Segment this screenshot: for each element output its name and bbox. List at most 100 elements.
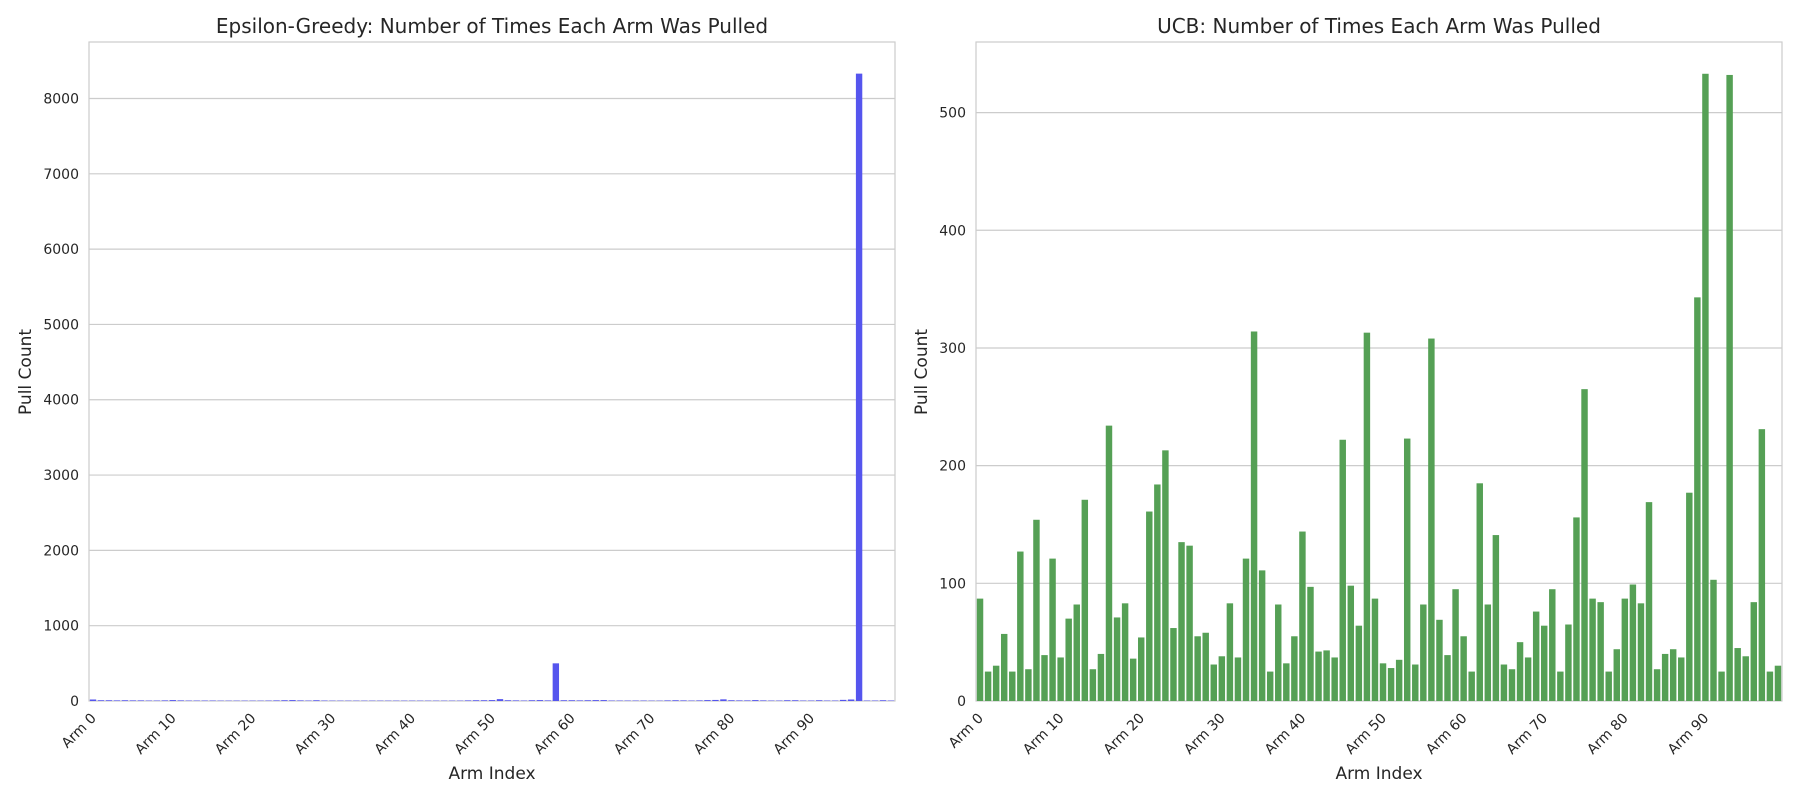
right-bar bbox=[1444, 655, 1451, 701]
left-bar bbox=[680, 700, 687, 701]
right-bar bbox=[1484, 604, 1492, 701]
left-y-tick-label: 8000 bbox=[43, 91, 79, 107]
right-bar bbox=[1113, 617, 1121, 701]
right-bar bbox=[1420, 604, 1427, 701]
left-y-tick-label: 1000 bbox=[43, 619, 79, 635]
left-bar bbox=[273, 700, 280, 701]
right-bar bbox=[1460, 636, 1467, 701]
right-bar bbox=[1242, 558, 1250, 701]
right-bar bbox=[1049, 558, 1056, 701]
left-y-tick-label: 7000 bbox=[43, 167, 79, 183]
right-chart-title: UCB: Number of Times Each Arm Was Pulled bbox=[1157, 14, 1601, 38]
right-bar bbox=[1412, 664, 1419, 701]
right-bar bbox=[1516, 642, 1524, 701]
right-bar bbox=[1436, 619, 1443, 701]
right-bar bbox=[1186, 545, 1193, 701]
right-bar bbox=[1194, 636, 1201, 701]
right-bar bbox=[1549, 589, 1556, 701]
right-bar bbox=[1766, 671, 1774, 701]
left-bar bbox=[169, 700, 176, 701]
right-plot-frame bbox=[975, 41, 1783, 702]
left-x-tick-labels: Arm 0 Arm 10 Arm 20 Arm 30 Arm 40 Arm 50 Arm 6… bbox=[59, 711, 818, 758]
right-bar bbox=[1202, 632, 1209, 701]
right-bar bbox=[1581, 389, 1588, 701]
left-bar bbox=[496, 699, 504, 701]
left-bar bbox=[672, 700, 679, 701]
right-bar bbox=[1605, 671, 1612, 701]
left-bar bbox=[528, 700, 536, 701]
right-bar bbox=[1073, 604, 1080, 701]
right-bar bbox=[1009, 671, 1016, 701]
right-bar bbox=[1331, 657, 1338, 701]
right-bar bbox=[1170, 628, 1177, 701]
right-bar bbox=[1089, 669, 1097, 701]
left-bar bbox=[137, 700, 145, 701]
right-bar bbox=[1500, 664, 1508, 701]
left-bar bbox=[576, 700, 583, 701]
right-bar bbox=[1323, 650, 1330, 701]
right-bar bbox=[1355, 625, 1363, 701]
right-x-tick-label: Arm 10 bbox=[1020, 711, 1067, 758]
right-x-tick-label: Arm 80 bbox=[1584, 711, 1631, 758]
right-bar bbox=[1097, 653, 1105, 701]
right-bar bbox=[1726, 74, 1733, 701]
right-bar bbox=[1299, 531, 1306, 701]
right-bar bbox=[1750, 602, 1758, 701]
right-bar bbox=[1033, 519, 1040, 701]
right-bar bbox=[1403, 438, 1411, 701]
right-bar bbox=[1000, 633, 1008, 701]
left-bar bbox=[784, 700, 791, 701]
left-bar bbox=[712, 699, 719, 701]
left-x-tick-label: Arm 0 bbox=[59, 711, 100, 752]
left-bar bbox=[600, 700, 607, 701]
right-bar bbox=[1250, 331, 1258, 701]
right-bar bbox=[1492, 535, 1500, 701]
left-bar bbox=[839, 699, 847, 701]
right-bar bbox=[1146, 511, 1153, 701]
left-bar bbox=[815, 700, 823, 701]
left-bar bbox=[472, 700, 480, 701]
left-bar bbox=[584, 700, 591, 701]
left-bar bbox=[752, 700, 759, 701]
right-x-tick-labels: Arm 0 Arm 10 Arm 20 Arm 30 Arm 40 Arm 50 Arm 6… bbox=[946, 711, 1712, 758]
left-y-tick-label: 0 bbox=[70, 694, 79, 710]
left-bar bbox=[113, 700, 121, 701]
right-bar bbox=[1452, 589, 1459, 701]
left-bar bbox=[544, 700, 552, 701]
left-bar bbox=[480, 700, 488, 701]
right-bar bbox=[1468, 671, 1475, 701]
left-bar bbox=[879, 700, 887, 701]
right-bar bbox=[1266, 671, 1274, 701]
right-y-tick-label: 500 bbox=[939, 106, 966, 122]
right-bar bbox=[1678, 657, 1685, 701]
right-bar bbox=[1387, 668, 1395, 701]
left-x-tick-label: Arm 60 bbox=[531, 711, 578, 758]
left-bar bbox=[512, 700, 520, 701]
right-x-tick-label: Arm 60 bbox=[1423, 711, 1470, 758]
left-y-tick-label: 6000 bbox=[43, 242, 79, 258]
left-bar bbox=[704, 700, 711, 701]
left-plot-frame bbox=[88, 41, 896, 702]
left-bar bbox=[121, 700, 129, 701]
right-bar bbox=[1041, 655, 1048, 701]
right-bar bbox=[1653, 669, 1661, 701]
right-bar bbox=[1315, 651, 1322, 701]
left-y-axis-label: Pull Count bbox=[16, 329, 36, 415]
right-y-tick-label: 0 bbox=[957, 694, 966, 710]
right-bar bbox=[1508, 669, 1516, 701]
right-bar bbox=[1428, 338, 1435, 701]
right-bar bbox=[1218, 656, 1226, 701]
left-bar bbox=[289, 700, 296, 701]
left-x-tick-label: Arm 80 bbox=[691, 711, 738, 758]
left-bar bbox=[536, 700, 544, 701]
left-y-tick-labels: 0 1000 2000 3000 4000 5000 6000 7000 8000 bbox=[43, 91, 79, 710]
right-bars bbox=[976, 73, 1782, 702]
right-bar bbox=[1234, 657, 1242, 701]
left-bar bbox=[592, 700, 599, 701]
right-bar bbox=[1573, 517, 1580, 701]
left-bar bbox=[464, 700, 472, 701]
right-y-tick-labels: 0 100 200 300 400 500 bbox=[939, 106, 966, 710]
right-x-tick-label: Arm 40 bbox=[1262, 711, 1309, 758]
left-x-tick-label: Arm 70 bbox=[611, 711, 658, 758]
right-x-tick-label: Arm 20 bbox=[1101, 711, 1148, 758]
